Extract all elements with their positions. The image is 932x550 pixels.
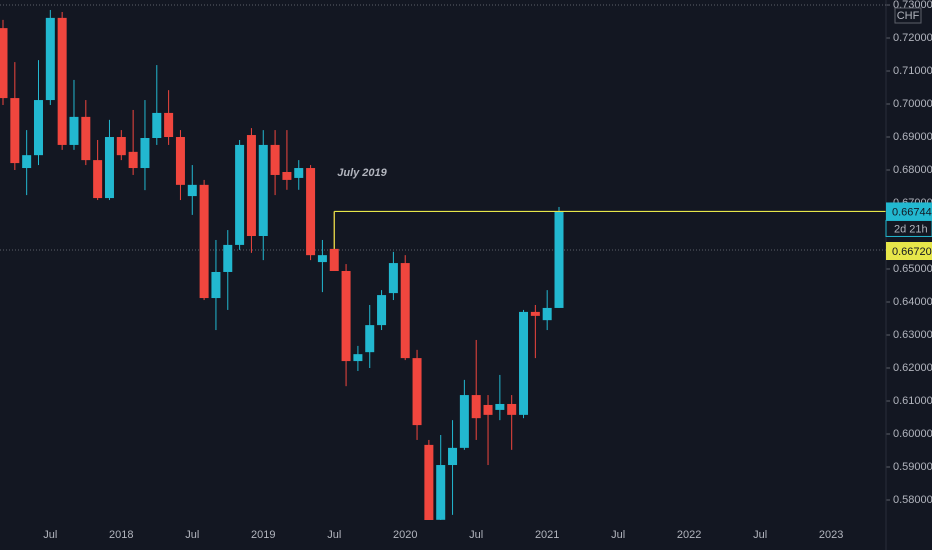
y-tick-label: 0.64000 [893, 296, 932, 308]
candle-body [329, 248, 339, 271]
candle-body [554, 211, 564, 308]
candle-body [10, 98, 20, 164]
candle-body [507, 403, 517, 415]
candle-body [317, 255, 327, 263]
y-tick-label: 0.63000 [893, 329, 932, 341]
alert-tag [886, 242, 932, 260]
candle-body [341, 270, 351, 362]
y-tick-label: 0.69000 [893, 131, 932, 143]
x-tick-label: 2021 [535, 529, 559, 541]
price-axis: 0.73000 0.72000 0.71000 0.70000 0.69000 0.680… [885, 0, 932, 550]
countdown-label: 2d 21h [894, 223, 928, 235]
candle-body [471, 395, 481, 419]
candle-body [448, 447, 458, 466]
candle-body [388, 263, 398, 294]
candle-body [483, 404, 493, 415]
y-tick-label: 0.73000 [893, 0, 932, 11]
candle-body [235, 144, 245, 245]
last-price-tag [886, 202, 932, 221]
currency-label: CHF [897, 10, 920, 22]
candle-body [128, 151, 138, 169]
candle-body [495, 403, 505, 410]
y-tick-label: 0.61000 [893, 395, 932, 407]
candle-body [175, 137, 185, 185]
candle-body [353, 354, 363, 362]
countdown-tag [885, 219, 932, 237]
y-tick-label: 0.70000 [893, 98, 932, 110]
currency-box [894, 7, 922, 24]
candle-body [258, 144, 268, 237]
y-tick-label: 0.59000 [893, 461, 932, 473]
candle-body [93, 160, 103, 199]
candle-body [270, 144, 280, 175]
plot-area [0, 9, 886, 520]
y-tick-label: 0.60000 [893, 428, 932, 440]
x-tick-label: Jul [185, 529, 199, 541]
x-tick-label: 2023 [819, 529, 843, 541]
candle-body [33, 100, 43, 156]
candle-body [187, 184, 197, 197]
annotation: July 2019 [337, 167, 387, 179]
last-price-label: 0.66744 [892, 206, 932, 218]
x-tick-label: 2022 [677, 529, 701, 541]
candle-body [306, 168, 316, 256]
x-tick-label: Jul [469, 529, 483, 541]
x-tick-label: Jul [611, 529, 625, 541]
x-tick-label: 2020 [393, 529, 417, 541]
candle-body [199, 184, 209, 299]
candle-body [412, 358, 422, 426]
candle-body [22, 155, 32, 169]
candle-body [530, 311, 540, 316]
x-tick-label: 2019 [251, 529, 275, 541]
x-tick-label: Jul [753, 529, 767, 541]
x-tick-label: Jul [327, 529, 341, 541]
y-tick-label: 0.71000 [893, 65, 932, 77]
candle-body [81, 116, 91, 161]
y-tick-label: 0.58000 [893, 494, 932, 506]
candle-body [140, 138, 150, 169]
candle-body [57, 17, 67, 145]
candle-body [519, 311, 529, 415]
candle-body [459, 395, 469, 448]
y-tick-label: 0.62000 [893, 362, 932, 374]
candle-body [424, 444, 434, 520]
candle-body [69, 116, 79, 145]
y-tick-label: 0.68000 [893, 164, 932, 176]
candle-body [377, 295, 387, 326]
x-tick-label: 2018 [109, 529, 133, 541]
candle-body [223, 244, 233, 272]
candle-body [164, 112, 174, 138]
candle-body [246, 135, 256, 237]
candle-body [0, 28, 8, 99]
candle-body [542, 307, 552, 321]
y-tick-label: 0.65000 [893, 263, 932, 275]
candle-body [282, 171, 292, 180]
alert-label: 0.66720 [892, 246, 932, 258]
candle-body [400, 263, 410, 359]
candle-body [152, 112, 162, 139]
candle-body [104, 137, 114, 199]
y-tick-label: 0.72000 [893, 32, 932, 44]
candle-body [294, 168, 304, 178]
x-tick-label: Jul [43, 529, 57, 541]
candle-body [436, 465, 446, 520]
candle-body [116, 137, 126, 156]
candle-body [211, 271, 221, 299]
candle-body [45, 17, 55, 101]
candle-body [365, 325, 375, 353]
